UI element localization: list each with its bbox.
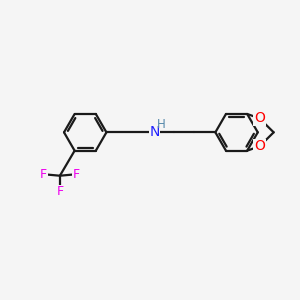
Text: F: F [40, 168, 47, 181]
Text: H: H [157, 118, 165, 130]
Text: N: N [149, 125, 160, 139]
Text: F: F [56, 185, 64, 198]
Text: F: F [73, 168, 80, 181]
Text: O: O [254, 139, 265, 153]
Text: O: O [254, 111, 265, 125]
